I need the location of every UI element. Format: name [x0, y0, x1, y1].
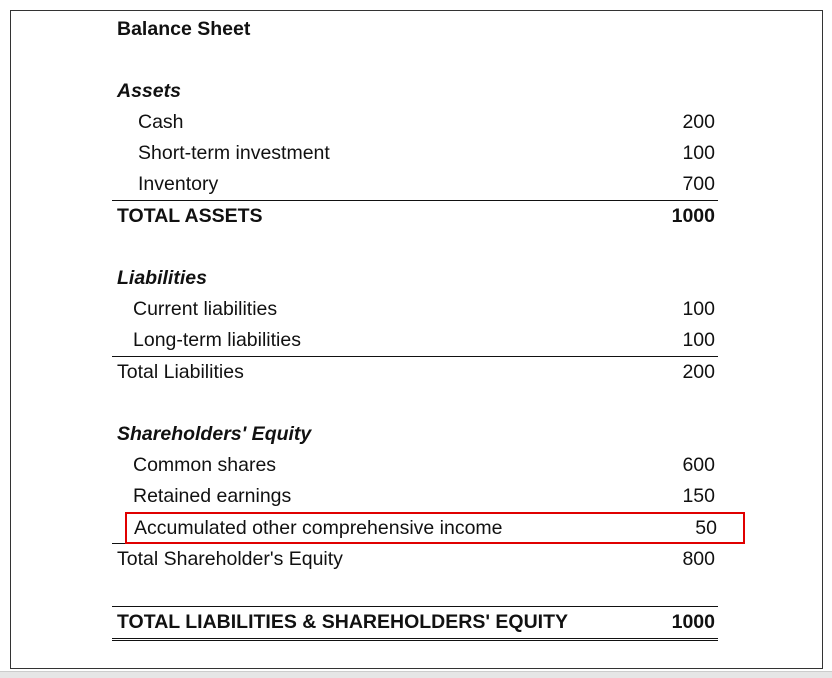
- row-value: 1000: [671, 611, 715, 633]
- assets-heading-row: Assets: [112, 76, 718, 107]
- title-row: Balance Sheet: [112, 14, 718, 45]
- table-row: Inventory 700: [112, 169, 718, 200]
- table-row: Short-term investment 100: [112, 138, 718, 169]
- row-value: 200: [682, 361, 715, 383]
- equity-heading-row: Shareholders' Equity: [112, 419, 718, 450]
- balance-sheet: Balance Sheet Assets Cash 200 Short-term …: [112, 14, 718, 641]
- row-value: 150: [682, 485, 715, 507]
- row-value: 200: [682, 111, 715, 133]
- table-row: Retained earnings 150: [112, 481, 718, 512]
- row-label: Total Liabilities: [117, 361, 244, 383]
- row-value: 800: [682, 548, 715, 570]
- row-value: 100: [682, 298, 715, 320]
- row-label: Inventory: [138, 173, 219, 195]
- row-label: Total Shareholder's Equity: [117, 548, 343, 570]
- grand-total-row: TOTAL LIABILITIES & SHAREHOLDERS' EQUITY…: [112, 606, 718, 641]
- row-value: 700: [682, 173, 715, 195]
- table-row: Common shares 600: [112, 450, 718, 481]
- row-label: TOTAL LIABILITIES & SHAREHOLDERS' EQUITY: [117, 611, 568, 633]
- row-label: Retained earnings: [133, 485, 292, 507]
- table-row: Long-term liabilities 100: [112, 325, 718, 356]
- highlighted-row-aoci: Accumulated other comprehensive income 5…: [125, 512, 745, 544]
- total-liabilities-row: Total Liabilities 200: [112, 356, 718, 388]
- blank-row: [112, 45, 718, 76]
- row-label: Cash: [138, 111, 184, 133]
- row-label: TOTAL ASSETS: [117, 205, 263, 227]
- liabilities-heading-row: Liabilities: [112, 263, 718, 294]
- row-label: Accumulated other comprehensive income: [134, 517, 503, 539]
- total-assets-row: TOTAL ASSETS 1000: [112, 200, 718, 232]
- bottom-band: [0, 671, 832, 678]
- row-label: Long-term liabilities: [133, 329, 301, 351]
- row-value: 50: [695, 517, 717, 539]
- assets-heading: Assets: [117, 80, 181, 102]
- row-value: 1000: [671, 205, 715, 227]
- document-frame: [10, 10, 823, 669]
- row-value: 600: [682, 454, 715, 476]
- table-row: Cash 200: [112, 107, 718, 138]
- blank-row: [112, 388, 718, 419]
- row-value: 100: [682, 329, 715, 351]
- row-label: Short-term investment: [138, 142, 330, 164]
- sheet-title: Balance Sheet: [117, 18, 251, 40]
- row-label: Current liabilities: [133, 298, 278, 320]
- blank-row: [112, 575, 718, 606]
- liabilities-heading: Liabilities: [117, 267, 207, 289]
- row-value: 100: [682, 142, 715, 164]
- row-label: Common shares: [133, 454, 277, 476]
- total-equity-row: Total Shareholder's Equity 800: [112, 543, 718, 575]
- table-row: Current liabilities 100: [112, 294, 718, 325]
- blank-row: [112, 232, 718, 263]
- equity-heading: Shareholders' Equity: [117, 423, 312, 445]
